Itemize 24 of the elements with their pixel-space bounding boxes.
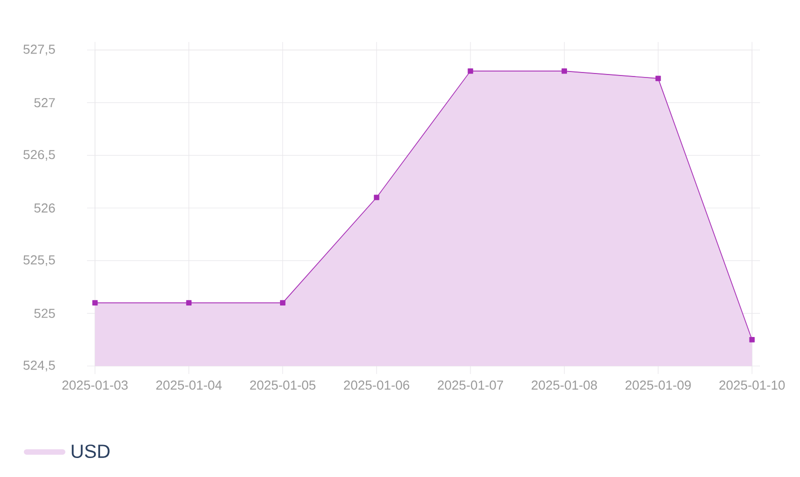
y-tick-label: 525,5 <box>23 255 55 266</box>
x-tick-label: 2025-01-04 <box>156 380 222 390</box>
point <box>280 300 286 306</box>
x-tick-label: 2025-01-07 <box>438 380 504 390</box>
x-tick-label: 2025-01-09 <box>626 380 691 390</box>
x-tick-label: 2025-01-05 <box>250 380 316 390</box>
point <box>374 194 380 200</box>
x-tick-label: 2025-01-03 <box>62 380 128 390</box>
point <box>562 68 567 74</box>
legend-label: USD <box>72 444 110 458</box>
point <box>92 300 98 306</box>
y-tick-label: 525 <box>34 308 55 318</box>
y-tick-label: 527 <box>34 98 55 108</box>
point <box>655 76 661 82</box>
y-tick-label: 524,5 <box>23 360 55 372</box>
x-tick-label: 2025-01-10 <box>719 380 785 390</box>
y-tick-label: 527,5 <box>23 44 55 56</box>
y-tick-label: 526,5 <box>23 150 55 161</box>
point <box>468 68 474 74</box>
point <box>749 336 755 342</box>
x-tick-label: 2025-01-08 <box>532 380 597 390</box>
y-tick-label: 526 <box>34 203 55 213</box>
x-tick-label: 2025-01-06 <box>344 380 410 390</box>
point <box>186 300 192 306</box>
